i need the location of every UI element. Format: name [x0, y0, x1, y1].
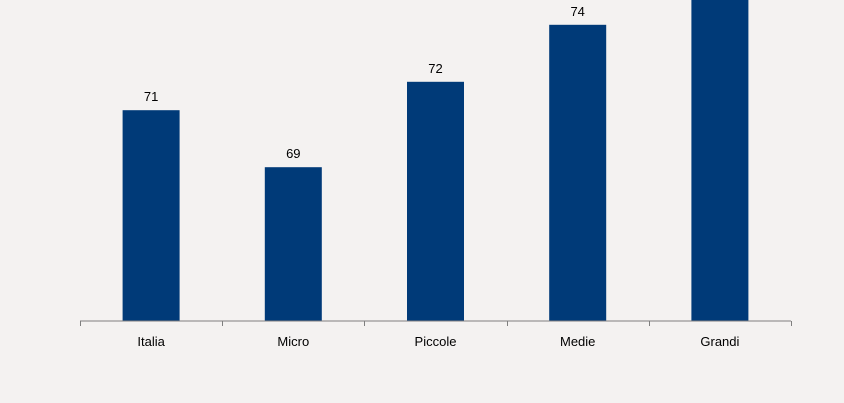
x-tick-label-piccole: Piccole	[415, 334, 457, 349]
data-label-piccole: 72	[428, 61, 442, 76]
data-label-italia: 71	[144, 89, 158, 104]
data-label-medie: 74	[570, 4, 584, 19]
x-tick-label-grandi: Grandi	[700, 334, 739, 349]
x-tick-label-medie: Medie	[560, 334, 595, 349]
bars-group	[122, 0, 749, 322]
bar-micro	[264, 167, 322, 321]
bar-italia	[122, 110, 180, 321]
bar-medie	[549, 24, 607, 322]
bar-piccole	[407, 81, 464, 321]
data-label-micro: 69	[286, 146, 300, 161]
x-axis: Italia Micro Piccole Medie Grandi	[80, 320, 792, 349]
x-tick-label-micro: Micro	[277, 334, 309, 349]
x-tick-label-italia: Italia	[137, 334, 165, 349]
bar-grandi	[691, 0, 749, 322]
data-labels-group: 7169727475	[144, 4, 585, 161]
